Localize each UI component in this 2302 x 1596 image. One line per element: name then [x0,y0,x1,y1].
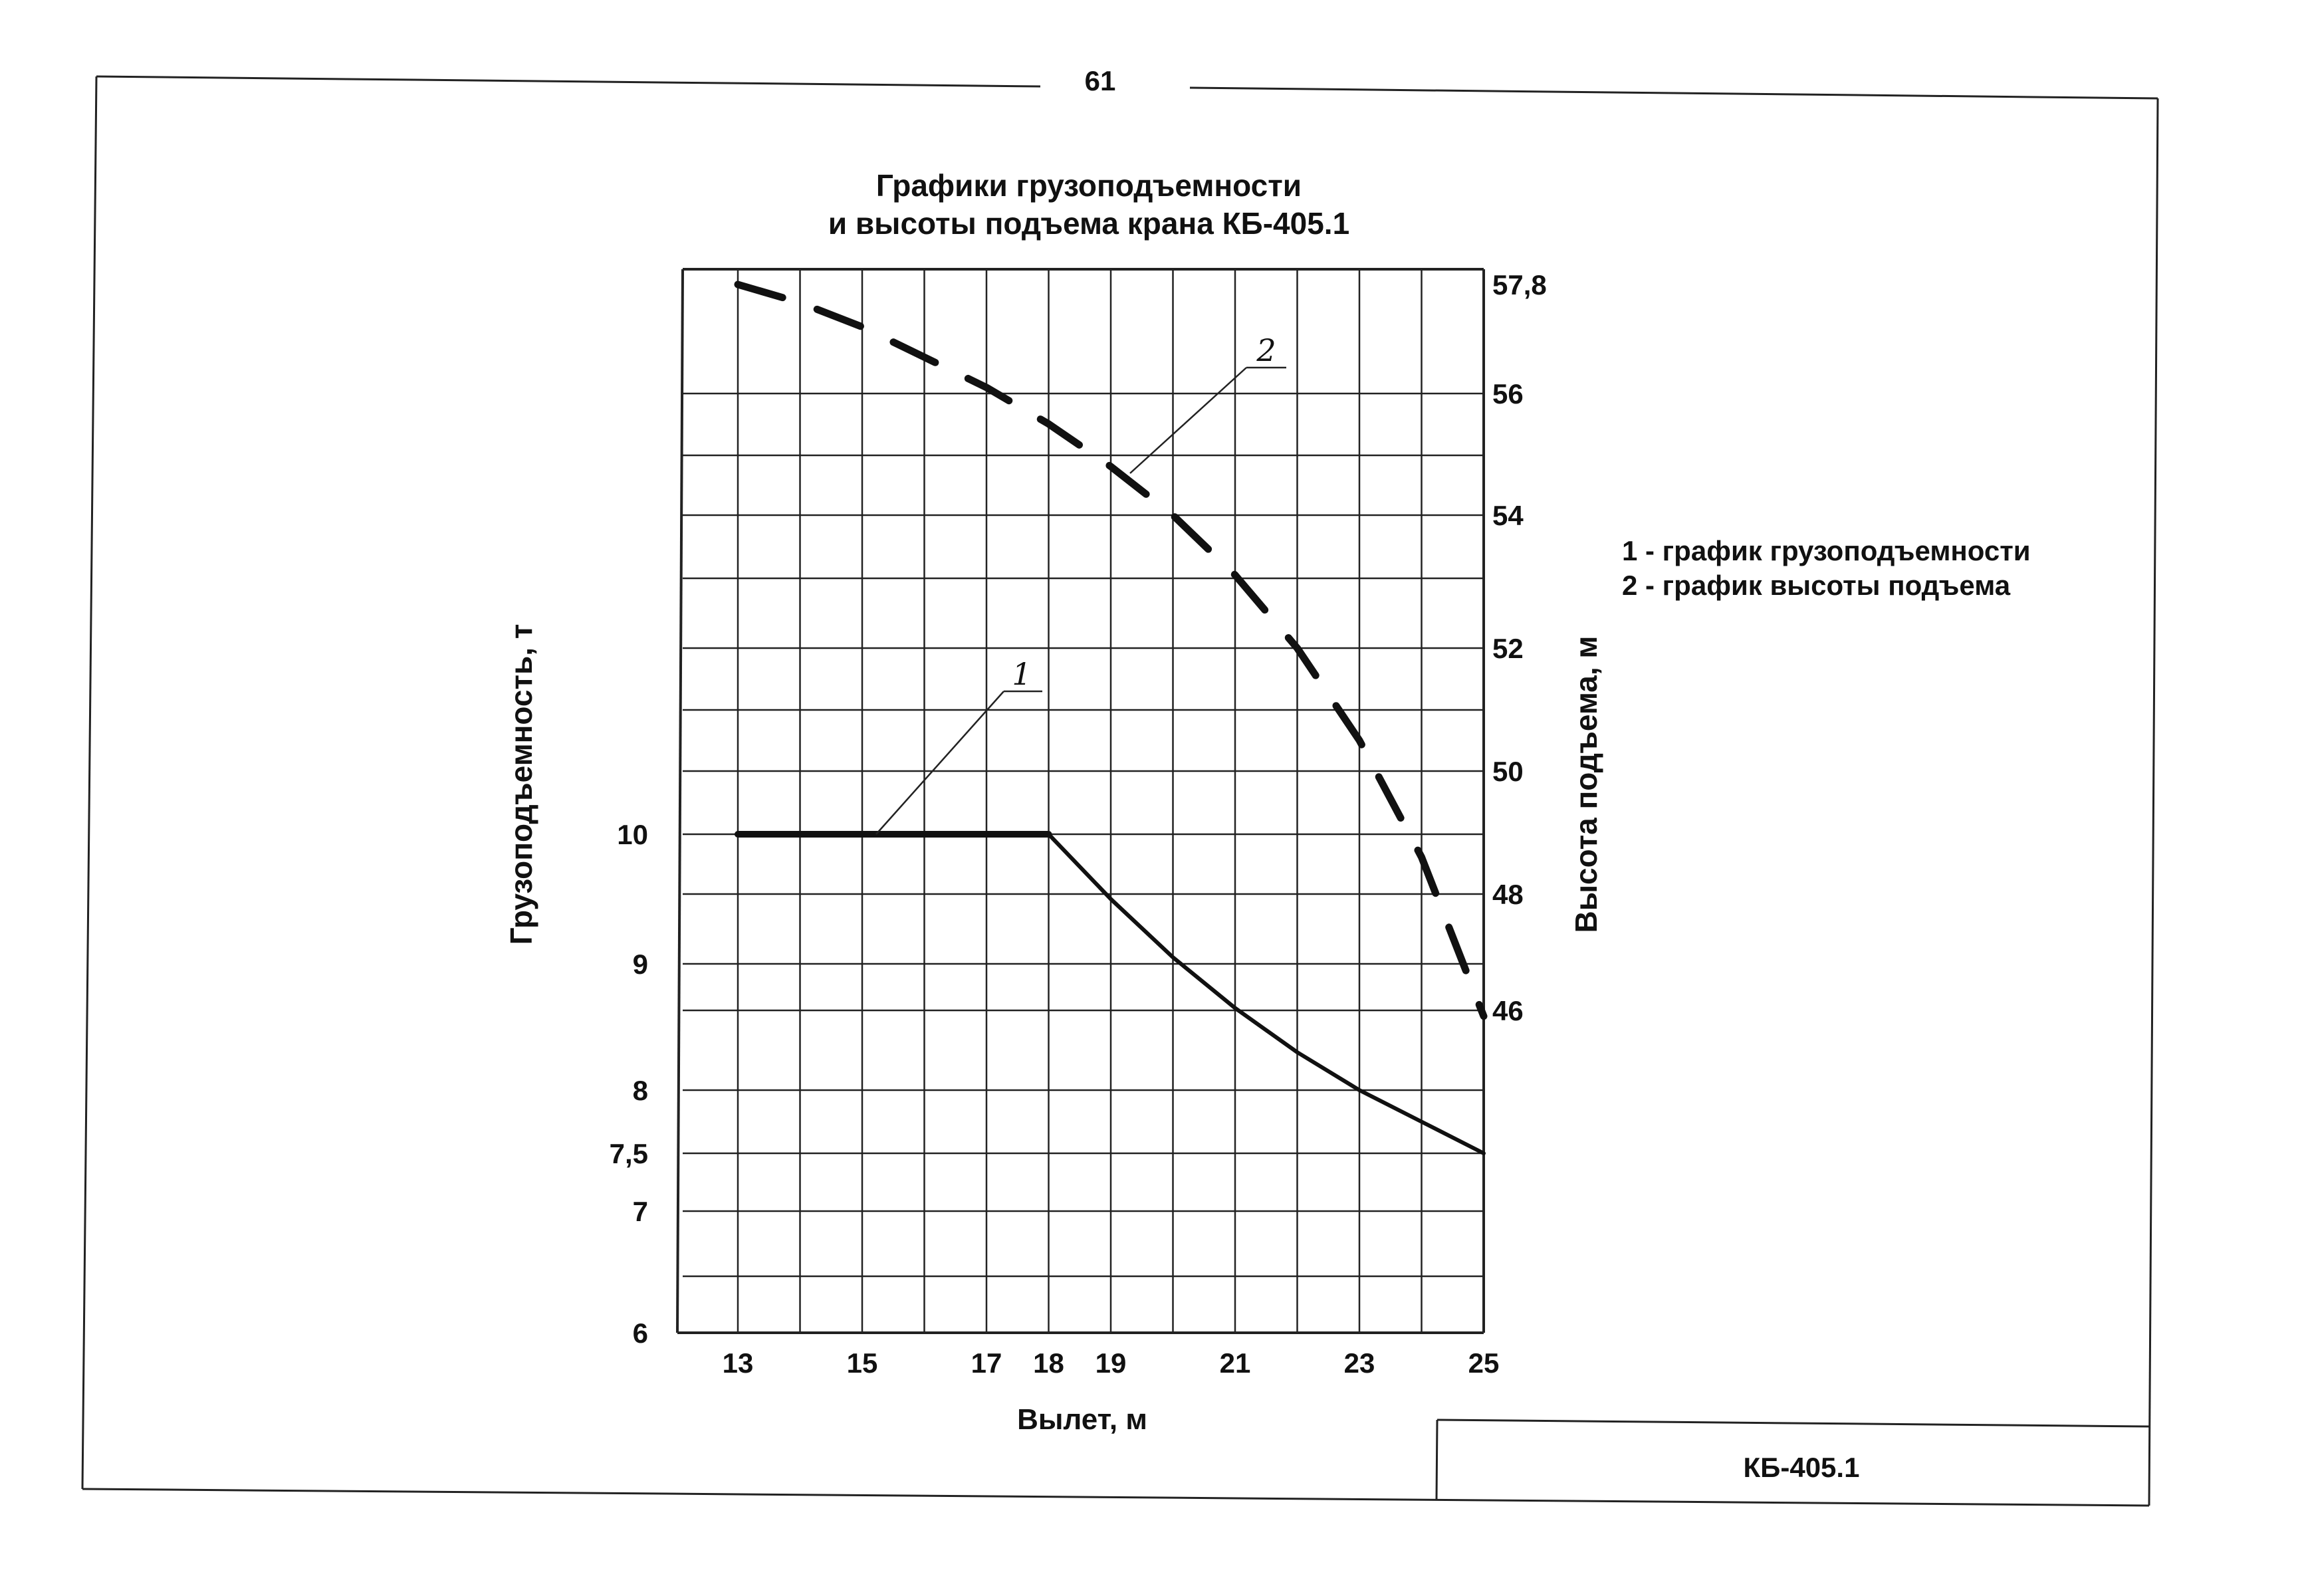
legend-item-2: 2 - график высоты подъема [1622,570,2011,601]
chart-ticks: 13 15 17 18 19 21 23 25677,5891046485052545657,… [610,269,1547,1379]
plot-border-left [676,269,684,1333]
callout-series-1 [875,690,1042,835]
stamp-label: КБ-405.1 [1744,1452,1860,1483]
x-tick-label: 19 [1095,1347,1127,1379]
callout-series-2 [1129,366,1286,474]
y-left-tick-label: 9 [633,949,648,980]
y-left-tick-label: 7,5 [610,1138,648,1169]
x-tick-label: 25 [1468,1347,1500,1379]
frame-top-left [96,75,1041,88]
y-axis-left-label: Грузоподъемность, т [504,624,538,945]
x-axis-label: Вылет, м [1017,1403,1147,1436]
y-left-tick-label: 7 [633,1196,648,1227]
chart-grid [676,268,1485,1334]
y-left-tick-label: 6 [633,1317,648,1349]
frame-bottom [82,1488,2150,1507]
page-frame [81,75,2159,1507]
legend-item-1: 1 - график грузоподъемности [1622,535,2031,566]
x-tick-label: 21 [1220,1347,1251,1379]
callout-1-label: 1 [1012,656,1031,692]
y-right-tick-label: 54 [1492,500,1524,531]
x-tick-label: 23 [1344,1347,1375,1379]
stamp-box [1435,1419,2151,1500]
series-line-2 [734,281,1488,1020]
callout-2-leader [1129,367,1247,474]
chart-series [734,281,1488,1155]
y-axis-right-label: Высота подъема, м [1569,636,1603,933]
x-tick-label: 17 [971,1347,1002,1379]
callout-1-leader [875,691,1004,835]
y-left-tick-label: 8 [633,1075,648,1106]
stamp-box-top [1437,1419,2151,1428]
callout-2-label: 2 [1256,332,1276,368]
x-tick-label: 18 [1033,1347,1064,1379]
y-right-tick-label: 52 [1492,633,1524,664]
x-tick-label: 13 [723,1347,754,1379]
y-right-tick-label: 46 [1492,995,1524,1026]
y-right-tick-label: 48 [1492,879,1524,910]
y-right-tick-label: 57,8 [1492,269,1547,300]
chart-title-line-2: и высоты подъема крана КБ-405.1 [828,206,1349,241]
y-right-tick-label: 56 [1492,378,1524,409]
frame-top-right [1189,86,2158,100]
series-line-1 [736,832,1486,1155]
x-tick-label: 15 [847,1347,878,1379]
chart-title-line-1: Графики грузоподъемности [876,168,1302,203]
y-right-tick-label: 50 [1492,756,1524,787]
frame-left [81,76,98,1490]
frame-right [2148,98,2159,1506]
y-left-tick-label: 10 [617,819,648,850]
page-number: 61 [1085,65,1116,96]
